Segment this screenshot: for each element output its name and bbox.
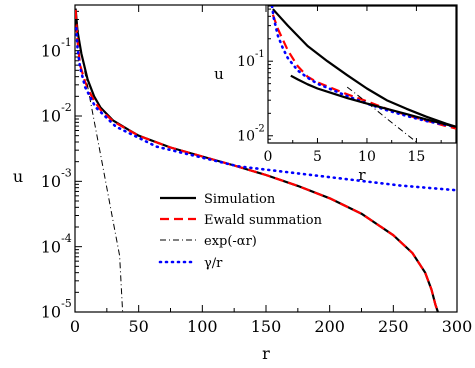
legend-label-ewald: Ewald summation — [204, 213, 323, 228]
inset-y-tick-label: 10 — [237, 129, 255, 145]
main-x-tick-label: 0 — [70, 317, 80, 336]
legend: Simulation Ewald summation exp(-αr) γ/r — [158, 192, 323, 271]
inset-x-tick-label: 15 — [408, 149, 426, 165]
inset-series-group — [270, 6, 456, 143]
main-y-tick-exponent: -1 — [61, 36, 72, 49]
legend-label-simulation: Simulation — [204, 192, 276, 207]
main-x-tick-label: 50 — [128, 317, 148, 336]
main-y-ticks: 10-510-410-310-210-1 — [41, 4, 82, 322]
main-x-tick-label: 300 — [442, 317, 473, 336]
inset-x-tick-label: 5 — [313, 149, 322, 165]
main-x-tick-label: 100 — [187, 317, 218, 336]
main-x-ticks: 0 50 100 150 200 250 300 — [70, 5, 472, 336]
legend-label-exp: exp(-αr) — [204, 234, 257, 249]
main-series-line-2 — [75, 19, 124, 312]
inset-x-tick-label: 0 — [264, 149, 273, 165]
main-x-tick-label: 150 — [251, 317, 282, 336]
inset-x-axis-label: r — [358, 166, 366, 184]
main-y-tick-exponent: -2 — [61, 101, 72, 114]
inset-series-line-3 — [270, 6, 456, 129]
inset-y-tick-exponent: -2 — [255, 124, 265, 135]
main-y-tick-exponent: -4 — [61, 232, 72, 245]
inset-y-tick-label: 10 — [237, 54, 255, 70]
inset-series-line-1 — [271, 14, 456, 130]
main-y-axis-label: u — [13, 167, 23, 186]
main-y-tick-exponent: -3 — [61, 167, 72, 180]
main-x-tick-label: 250 — [378, 317, 409, 336]
inset-y-ticks: 10-210-1 — [237, 8, 273, 145]
inset-y-tick-exponent: -1 — [255, 49, 265, 60]
inset-series-line-0 — [272, 8, 456, 128]
main-y-tick-label: 10 — [41, 237, 61, 256]
main-y-tick-exponent: -5 — [61, 297, 72, 310]
main-x-tick-label: 200 — [314, 317, 345, 336]
main-series-group — [75, 8, 457, 312]
main-plot: 0 50 100 150 200 250 300 10-510-410-310-210-1 … — [13, 4, 472, 363]
inset-series-line-4 — [290, 74, 456, 128]
main-y-tick-label: 10 — [41, 107, 61, 126]
main-x-axis-label: r — [262, 344, 270, 363]
legend-label-gamma: γ/r — [204, 256, 223, 271]
inset-plot: 0 5 10 15 10-210-1 r u — [214, 5, 457, 184]
main-y-tick-label: 10 — [41, 172, 61, 191]
main-series-line-1 — [75, 9, 440, 312]
main-y-tick-label: 10 — [41, 303, 61, 322]
main-series-line-3 — [75, 27, 457, 192]
main-y-tick-label: 10 — [41, 41, 61, 60]
inset-x-tick-label: 10 — [358, 149, 376, 165]
inset-y-axis-label: u — [214, 65, 224, 83]
inset-x-ticks: 0 5 10 15 — [264, 6, 442, 165]
